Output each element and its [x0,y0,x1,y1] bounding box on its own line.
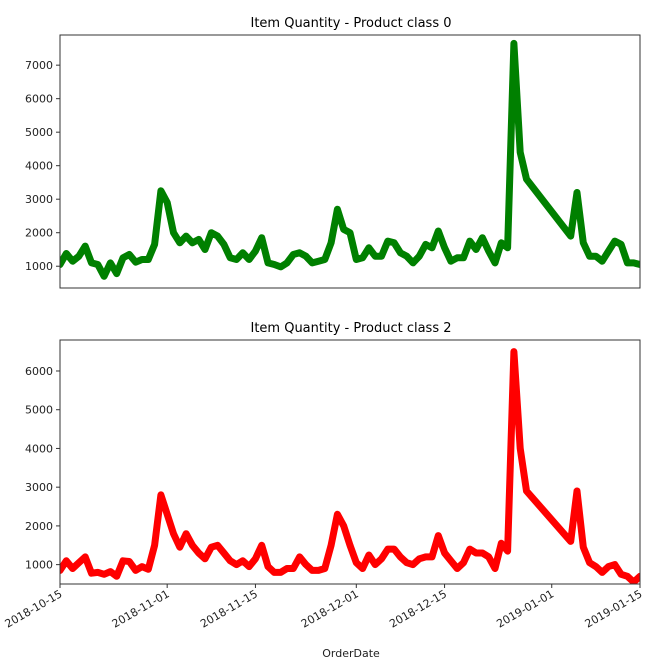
chart-title: Item Quantity - Product class 0 [250,16,451,31]
y-tick-label: 3000 [25,193,53,206]
x-tick-label: 2018-11-15 [198,587,260,630]
y-tick-label: 4000 [25,160,53,173]
y-tick-label: 4000 [25,442,53,455]
x-tick-label: 2018-11-01 [110,587,172,630]
x-axis-ticks: 2018-10-15 2018-11-01 2018-11-15 2018-12-01… [3,584,645,631]
plot-frame [59,339,641,585]
y-tick-label: 1000 [25,559,53,572]
y-tick-label: 2000 [25,520,53,533]
y-tick-label: 1000 [25,260,53,273]
line-series-class-0 [60,39,640,280]
y-axis-ticks: 1000 2000 3000 4000 5000 6000 [25,365,60,572]
x-tick-label: 2019-01-01 [494,587,556,630]
y-tick-label: 2000 [25,227,53,240]
x-tick-label: 2018-12-01 [299,587,361,630]
x-tick-label: 2018-12-15 [387,587,449,630]
y-axis-ticks: 1000 2000 3000 4000 5000 6000 7000 [25,59,60,273]
x-tick-label: 2018-10-15 [3,587,65,630]
y-tick-label: 5000 [25,404,53,417]
plot-frame [59,34,641,289]
subplot-product-class-2: Item Quantity - Product class 2 1000 2000… [3,321,645,660]
x-axis-label: OrderDate [322,647,380,660]
y-tick-label: 6000 [25,365,53,378]
y-tick-label: 6000 [25,93,53,106]
y-tick-label: 3000 [25,481,53,494]
line-series-class-2 [60,348,640,584]
y-tick-label: 5000 [25,126,53,139]
x-tick-label: 2019-01-15 [583,587,645,630]
subplot-product-class-0: Item Quantity - Product class 0 1000 2000… [25,16,641,289]
chart-title: Item Quantity - Product class 2 [250,321,451,336]
y-tick-label: 7000 [25,59,53,72]
